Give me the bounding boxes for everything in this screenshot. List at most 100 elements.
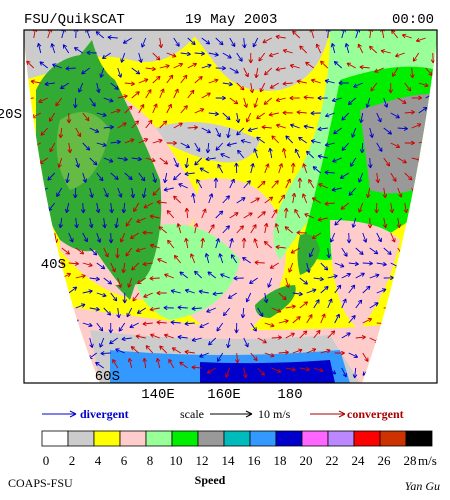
wind-arrow xyxy=(30,171,41,177)
wind-arrow xyxy=(152,75,161,84)
wind-arrow xyxy=(278,194,286,204)
wind-arrow xyxy=(167,239,175,249)
wind-arrow xyxy=(127,358,133,369)
wind-arrow xyxy=(248,52,254,64)
wind-arrow xyxy=(179,271,189,279)
wind-arrow xyxy=(296,110,307,115)
wind-arrow xyxy=(141,187,147,199)
wind-arrow xyxy=(243,212,253,219)
wind-arrow xyxy=(362,261,373,266)
wind-arrow xyxy=(127,277,133,288)
lon-label: 140E xyxy=(141,387,175,403)
wind-arrow xyxy=(380,49,391,54)
wind-arrow xyxy=(306,262,311,274)
colorbar-tick-label: 20 xyxy=(300,453,313,468)
wind-arrow xyxy=(145,157,156,163)
wind-arrow xyxy=(73,97,78,109)
wind-arrow xyxy=(243,97,248,108)
wind-arrow xyxy=(355,247,364,256)
colorbar-tick-label: 14 xyxy=(222,453,236,468)
wind-arrow xyxy=(226,127,231,139)
wind-arrow xyxy=(325,30,331,39)
wind-arrow xyxy=(236,52,243,62)
wind-arrow xyxy=(285,332,295,339)
wind-arrow xyxy=(152,187,161,196)
wind-arrow xyxy=(225,367,231,378)
wind-arrow xyxy=(261,124,272,130)
wind-arrow xyxy=(368,45,378,54)
wind-arrow xyxy=(187,37,196,46)
wind-arrow xyxy=(199,322,209,329)
wind-arrow xyxy=(82,322,93,328)
wind-arrow xyxy=(108,322,114,334)
wind-arrow xyxy=(250,224,257,234)
wind-arrow xyxy=(125,217,133,227)
wind-arrow xyxy=(425,156,436,162)
wind-arrow xyxy=(404,337,413,346)
wind-arrow xyxy=(415,337,426,343)
colorbar-swatch xyxy=(353,430,381,447)
wind-arrow xyxy=(235,112,241,124)
wind-arrow xyxy=(201,63,212,69)
wind-arrow xyxy=(156,199,167,205)
wind-arrow xyxy=(49,142,56,153)
wind-arrow xyxy=(243,337,249,348)
wind-arrow xyxy=(226,142,237,147)
wind-arrow xyxy=(299,45,308,54)
wind-arrow xyxy=(285,178,291,189)
wind-arrow xyxy=(89,187,94,198)
colorbar-swatch xyxy=(171,430,199,447)
wind-arrow xyxy=(362,232,368,243)
wind-arrow xyxy=(355,272,365,279)
wind-arrow xyxy=(416,202,421,214)
wind-arrow xyxy=(187,62,198,69)
wind-arrow xyxy=(26,60,35,69)
wind-arrow xyxy=(376,288,387,294)
wind-arrow xyxy=(173,157,179,168)
wind-arrow xyxy=(208,111,219,117)
footer-center: Speed xyxy=(195,473,226,487)
wind-arrow xyxy=(383,127,393,135)
wind-arrow xyxy=(358,202,364,213)
wind-arrow xyxy=(271,307,282,313)
wind-arrow xyxy=(75,337,84,345)
wind-arrow xyxy=(376,112,382,123)
colorbar-tick-label: 2 xyxy=(69,453,76,468)
wind-arrow xyxy=(103,157,114,163)
wind-arrow xyxy=(299,366,310,372)
wind-arrow xyxy=(411,95,422,101)
wind-arrow xyxy=(130,232,139,239)
wind-arrow xyxy=(141,37,147,48)
wind-arrow xyxy=(357,43,364,54)
wind-arrow xyxy=(341,247,348,257)
wind-arrow xyxy=(110,262,116,273)
wind-arrow xyxy=(331,97,342,103)
wind-arrow xyxy=(428,292,434,303)
wind-arrow xyxy=(184,207,190,219)
wind-arrow xyxy=(341,142,350,151)
wind-arrow xyxy=(96,322,104,332)
wind-arrow xyxy=(124,138,135,144)
wind-arrow xyxy=(54,315,63,324)
wind-arrow xyxy=(318,183,328,189)
wind-arrow xyxy=(245,112,252,123)
wind-arrow xyxy=(117,94,128,99)
wind-arrow xyxy=(292,291,303,297)
wind-arrow xyxy=(198,289,209,295)
wind-arrow xyxy=(303,95,314,100)
wind-arrow xyxy=(367,157,373,169)
wind-arrow xyxy=(299,330,308,339)
wind-arrow xyxy=(58,217,64,229)
wind-arrow xyxy=(110,172,119,181)
wind-arrow xyxy=(341,272,352,279)
wind-arrow xyxy=(75,274,86,279)
wind-arrow xyxy=(376,142,383,152)
wind-arrow xyxy=(55,97,63,107)
wind-arrow xyxy=(208,224,215,234)
wind-arrow xyxy=(389,202,395,214)
wind-arrow xyxy=(390,291,401,296)
wind-arrow xyxy=(164,273,174,279)
wind-arrow xyxy=(109,337,118,345)
wind-arrow xyxy=(324,142,335,147)
wind-arrow xyxy=(253,238,259,249)
